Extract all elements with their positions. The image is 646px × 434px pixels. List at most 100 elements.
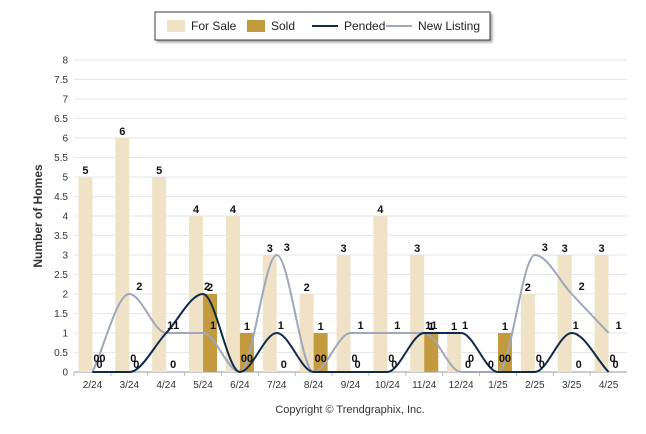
- y-tick-label: 6.5: [54, 114, 68, 125]
- y-tick-label: 5.5: [54, 153, 68, 164]
- new-listing-value-label: 0: [505, 353, 511, 365]
- sold-bar: [424, 333, 439, 372]
- legend-label-for-sale: For Sale: [191, 19, 237, 33]
- sold-value-label: 0: [96, 359, 102, 371]
- legend-label-sold: Sold: [271, 19, 295, 33]
- x-tick-label: 2/24: [83, 380, 103, 391]
- for-sale-bar: [225, 216, 240, 372]
- for-sale-value-label: 6: [119, 126, 125, 138]
- pended-line: [92, 292, 610, 374]
- copyright-credit: Copyright © Trendgraphix, Inc.: [275, 404, 424, 416]
- legend-swatch-sold: [247, 20, 265, 32]
- legend-label-pended: Pended: [344, 19, 385, 33]
- for-sale-value-label: 5: [156, 165, 162, 177]
- legend-label-new-listing: New Listing: [418, 19, 480, 33]
- x-tick-label: 3/25: [562, 380, 582, 391]
- x-tick-label: 8/24: [304, 380, 324, 391]
- for-sale-bar: [410, 255, 425, 372]
- x-tick-label: 12/24: [449, 380, 474, 391]
- pended-value-label: 0: [241, 353, 247, 365]
- y-tick-label: 8: [62, 56, 68, 67]
- sold-bar: [203, 294, 218, 372]
- for-sale-bar: [78, 177, 93, 372]
- for-sale-bar: [594, 255, 609, 372]
- sold-bar: [313, 333, 328, 372]
- sold-value-label: 0: [539, 359, 545, 371]
- sold-value-label: 0: [391, 359, 397, 371]
- y-tick-label: 3.5: [54, 231, 68, 242]
- pended-value-label: 0: [610, 353, 616, 365]
- for-sale-value-label: 2: [304, 282, 310, 294]
- for-sale-value-label: 4: [193, 204, 200, 216]
- pended-value-label: 0: [388, 353, 394, 365]
- for-sale-bar: [373, 216, 388, 372]
- sold-value-label: 1: [428, 321, 434, 333]
- x-tick-label: 3/24: [120, 380, 140, 391]
- sold-value-label: 2: [207, 282, 213, 294]
- y-tick-label: 6: [62, 134, 68, 145]
- new-listing-value-label: 1: [616, 320, 622, 332]
- sold-value-label: 1: [502, 321, 508, 333]
- pended-value-label: 0: [499, 353, 505, 365]
- pended-value-label: 1: [278, 320, 284, 332]
- y-tick-label: 0: [62, 368, 68, 379]
- pended-value-label: 0: [351, 353, 357, 365]
- pended-value-label: 1: [425, 320, 431, 332]
- new-listing-value-label: 3: [542, 242, 548, 254]
- y-tick-label: 2: [62, 290, 68, 301]
- pended-value-label: 1: [462, 320, 468, 332]
- x-tick-label: 4/25: [599, 380, 619, 391]
- new-listing-value-label: 1: [431, 320, 437, 332]
- sold-value-label: 0: [281, 359, 287, 371]
- sold-value-label: 0: [170, 359, 176, 371]
- x-tick-label: 5/24: [193, 380, 213, 391]
- for-sale-value-label: 3: [599, 243, 605, 255]
- for-sale-value-label: 3: [340, 243, 346, 255]
- x-tick-label: 4/24: [156, 380, 176, 391]
- x-tick-label: 11/24: [412, 380, 437, 391]
- x-tick-label: 10/24: [375, 380, 400, 391]
- for-sale-bar: [115, 138, 130, 372]
- new-listing-value-label: 0: [99, 353, 105, 365]
- pended-value-label: 1: [167, 320, 173, 332]
- for-sale-value-label: 1: [451, 321, 457, 333]
- x-axis: 2/24 3/24 4/24 5/24 6/24 7/24 8/24 9/24 10/24 11/…: [73, 371, 627, 391]
- for-sale-value-label: 0: [488, 359, 494, 371]
- pended-value-label: 1: [573, 320, 579, 332]
- x-tick-label: 2/25: [525, 380, 545, 391]
- for-sale-value-label: 2: [525, 282, 531, 294]
- new-listing-line: [91, 253, 610, 374]
- sold-bar: [239, 333, 254, 372]
- for-sale-value-label: 3: [267, 243, 273, 255]
- for-sale-bar: [557, 255, 572, 372]
- sold-value-label: 0: [613, 359, 619, 371]
- pended-value-label: 2: [204, 281, 210, 293]
- series-lines: [91, 253, 610, 374]
- for-sale-bar: [520, 294, 535, 372]
- for-sale-value-label: 3: [562, 243, 568, 255]
- x-tick-label: 9/24: [341, 380, 361, 391]
- y-tick-label: 7: [62, 95, 68, 106]
- new-listing-value-label: 0: [468, 353, 474, 365]
- legend-swatch-for-sale: [167, 20, 185, 32]
- sold-bar: [497, 333, 512, 372]
- y-tick-label: 4.5: [54, 192, 68, 203]
- y-tick-label: 4: [62, 212, 68, 223]
- sold-value-label: 1: [318, 321, 324, 333]
- for-sale-bar: [447, 333, 462, 372]
- x-tick-label: 7/24: [267, 380, 287, 391]
- sold-value-label: 0: [465, 359, 471, 371]
- y-tick-label: 5: [62, 173, 68, 184]
- for-sale-value-label: 5: [82, 165, 88, 177]
- new-listing-value-label: 1: [210, 320, 216, 332]
- new-listing-value-label: 0: [321, 353, 327, 365]
- new-listing-value-label: 1: [394, 320, 400, 332]
- y-tick-label: 1: [62, 329, 68, 340]
- y-tick-label: 0.5: [54, 348, 68, 359]
- new-listing-value-label: 1: [173, 320, 179, 332]
- pended-value-label: 0: [93, 353, 99, 365]
- y-tick-label: 2.5: [54, 270, 68, 281]
- legend: For Sale Sold Pended New Listing: [154, 11, 491, 41]
